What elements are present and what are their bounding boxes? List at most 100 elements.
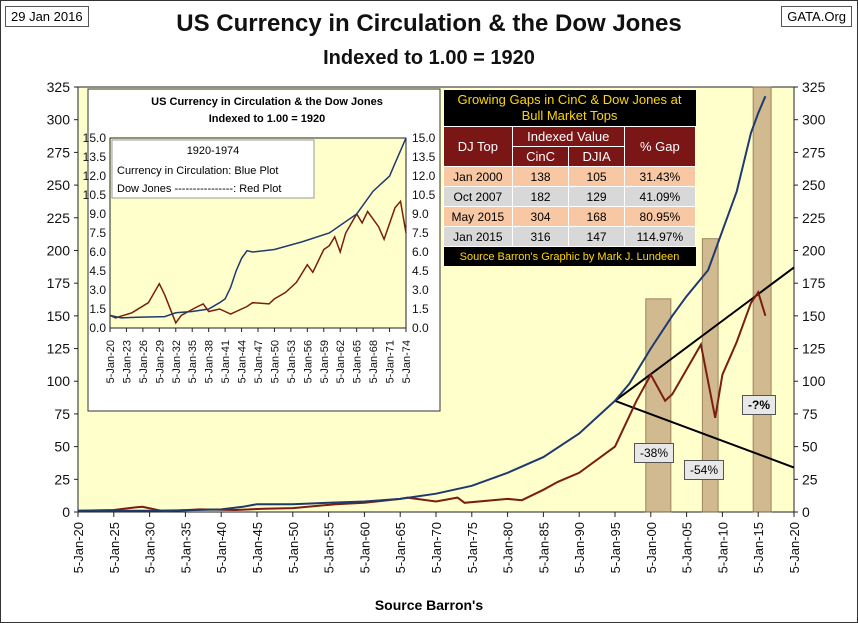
y-tick-label-right: 125: [802, 341, 826, 357]
inset-y-tick-label-left: 10.5: [83, 188, 107, 202]
cell-gap: 80.95%: [623, 206, 697, 227]
inset-x-tick-label: 5-Jan-29: [154, 340, 166, 383]
y-tick-label-left: 125: [47, 341, 71, 357]
gap-table-header-gap: % Gap: [623, 126, 697, 167]
inset-x-tick-label: 5-Jan-65: [352, 340, 364, 383]
inset-x-tick-label: 5-Jan-59: [319, 340, 331, 383]
cell-cinc: 138: [511, 166, 570, 187]
inset-x-tick-label: 5-Jan-74: [401, 340, 413, 383]
x-axis-label: Source Barron's: [374, 597, 484, 613]
x-tick-label: 5-Jan-20: [71, 522, 86, 573]
inset-y-tick-label-right: 7.5: [412, 226, 429, 240]
bull-top-shade: [752, 86, 772, 513]
cell-djia: 168: [568, 206, 625, 227]
date-label: 29 Jan 2016: [5, 6, 89, 27]
inset-x-tick-label: 5-Jan-68: [368, 340, 380, 383]
inset-y-tick-label-left: 6.0: [89, 245, 106, 259]
x-tick-label: 5-Jan-85: [536, 522, 551, 573]
inset-dow-jones-line: [109, 199, 407, 325]
x-tick-label: 5-Jan-40: [214, 522, 229, 573]
y-tick-label-left: 275: [47, 144, 71, 160]
bull-top-shade: [701, 238, 719, 513]
inset-y-tick-label-right: 4.5: [412, 264, 429, 278]
x-tick-label: 5-Jan-35: [178, 522, 193, 573]
y-tick-label-left: 75: [54, 406, 70, 422]
cell-gap: 41.09%: [623, 186, 697, 207]
x-tick-label: 5-Jan-10: [715, 522, 730, 573]
x-tick-label: 5-Jan-65: [393, 522, 408, 573]
inset-y-tick-label-left: 3.0: [89, 283, 106, 297]
y-tick-label-right: 25: [802, 471, 818, 487]
y-tick-label-left: 175: [47, 275, 71, 291]
table-row: May 2015 304 168 80.95%: [443, 206, 697, 227]
inset-y-tick-label-right: 10.5: [412, 188, 436, 202]
inset-y-tick-label-right: 13.5: [412, 150, 436, 164]
y-tick-label-left: 300: [47, 112, 71, 128]
x-tick-label: 5-Jan-90: [572, 522, 587, 573]
inset-y-tick-label-right: 12.0: [412, 169, 436, 183]
table-row: Jan 2015 316 147 114.97%: [443, 226, 697, 247]
y-tick-label-left: 200: [47, 242, 71, 258]
cell-djia: 105: [568, 166, 625, 187]
x-tick-label: 5-Jan-55: [322, 522, 337, 573]
inset-x-tick-label: 5-Jan-41: [220, 340, 232, 383]
x-tick-label: 5-Jan-25: [107, 522, 122, 573]
y-tick-label-left: 225: [47, 210, 71, 226]
gap-table-header-cinc: CinC: [511, 146, 570, 167]
inset-x-tick-label: 5-Jan-47: [253, 340, 265, 383]
y-tick-label-left: 25: [54, 471, 70, 487]
chart-subtitle: Indexed to 1.00 = 1920: [323, 47, 535, 69]
y-tick-label-left: 0: [62, 504, 70, 520]
chart-title: US Currency in Circulation & the Dow Jon…: [176, 10, 682, 37]
trend-line: [614, 266, 795, 402]
cell-top: Oct 2007: [443, 186, 513, 207]
inset-x-tick-label: 5-Jan-50: [269, 340, 281, 383]
inset-y-tick-label-right: 1.5: [412, 302, 429, 316]
y-tick-label-right: 100: [802, 373, 826, 389]
inset-x-tick-label: 5-Jan-32: [171, 340, 183, 383]
inset-y-tick-label-left: 7.5: [89, 226, 106, 240]
x-tick-label: 5-Jan-15: [751, 522, 766, 573]
x-tick-label: 5-Jan-95: [608, 522, 623, 573]
inset-legend-title: 1920-1974: [187, 145, 240, 157]
x-tick-label: 5-Jan-50: [286, 522, 301, 573]
gap-table-header-djia: DJIA: [568, 146, 625, 167]
cell-djia: 147: [568, 226, 625, 247]
y-tick-label-right: 250: [802, 177, 826, 193]
y-tick-label-right: 75: [802, 406, 818, 422]
x-tick-label: 5-Jan-00: [644, 522, 659, 573]
inset-y-tick-label-left: 0.0: [89, 321, 106, 335]
y-tick-label-right: 325: [802, 79, 826, 95]
inset-x-tick-label: 5-Jan-62: [335, 340, 347, 383]
x-tick-label: 5-Jan-30: [143, 522, 158, 573]
cell-top: Jan 2000: [443, 166, 513, 187]
x-tick-label: 5-Jan-45: [250, 522, 265, 573]
gap-table-header-top: DJ Top: [443, 126, 513, 167]
inset-x-tick-label: 5-Jan-35: [187, 340, 199, 383]
y-tick-label-right: 275: [802, 144, 826, 160]
inset-x-tick-label: 5-Jan-23: [121, 340, 133, 383]
trend-line: [614, 399, 795, 469]
gap-table: Growing Gaps in CinC & Dow Jones at Bull…: [443, 90, 697, 266]
y-tick-label-left: 250: [47, 177, 71, 193]
currency-line: [78, 95, 767, 512]
x-tick-label: 5-Jan-60: [357, 522, 372, 573]
y-tick-label-right: 175: [802, 275, 826, 291]
y-tick-label-right: 225: [802, 210, 826, 226]
inset-y-tick-label-left: 1.5: [89, 302, 106, 316]
cell-top: May 2015: [443, 206, 513, 227]
cell-cinc: 316: [511, 226, 570, 247]
inset-currency-line: [109, 137, 407, 319]
callout-2000: -38%: [634, 443, 675, 463]
cell-gap: 31.43%: [623, 166, 697, 187]
inset-x-tick-label: 5-Jan-56: [302, 340, 314, 383]
y-tick-label-right: 150: [802, 308, 826, 324]
table-row: Oct 2007 182 129 41.09%: [443, 186, 697, 207]
inset-y-tick-label-right: 9.0: [412, 207, 429, 221]
inset-legend-currency: Currency in Circulation: Blue Plot: [117, 165, 278, 177]
inset-legend-dow: Dow Jones ----------------: Red Plot: [117, 183, 281, 195]
inset-x-tick-label: 5-Jan-26: [138, 340, 150, 383]
y-tick-label-right: 300: [802, 112, 826, 128]
inset-x-tick-label: 5-Jan-53: [286, 340, 298, 383]
